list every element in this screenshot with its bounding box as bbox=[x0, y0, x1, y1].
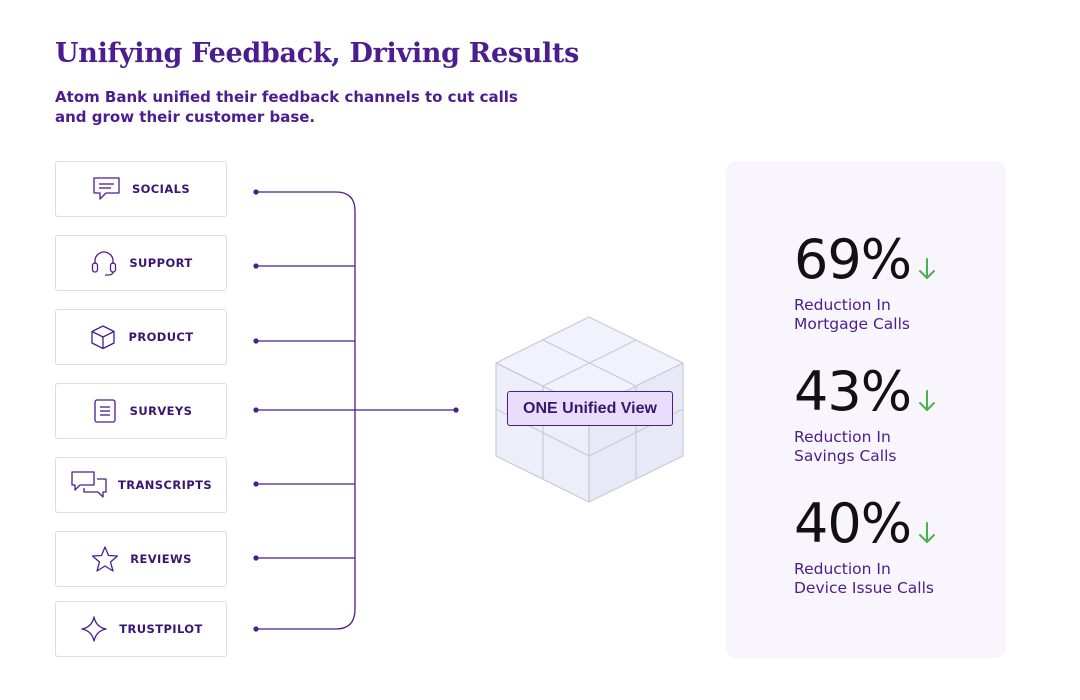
stat-savings: 43% Reduction In Savings Calls bbox=[794, 364, 937, 466]
channel-label: TRANSCRIPTS bbox=[117, 478, 213, 492]
stat-mortgage: 69% Reduction In Mortgage Calls bbox=[794, 232, 937, 334]
channel-transcripts[interactable]: TRANSCRIPTS bbox=[55, 457, 227, 513]
stat-value: 43% bbox=[794, 360, 912, 423]
stat-value: 69% bbox=[794, 228, 912, 291]
down-arrow-icon bbox=[917, 368, 937, 424]
stat-device-issue: 40% Reduction In Device Issue Calls bbox=[794, 496, 937, 598]
channel-label: TRUSTPILOT bbox=[119, 622, 203, 636]
channel-support[interactable]: SUPPORT bbox=[55, 235, 227, 291]
chat-bubble-icon bbox=[92, 174, 122, 204]
page-title: Unifying Feedback, Driving Results bbox=[55, 38, 580, 69]
connector-dots bbox=[253, 189, 459, 632]
stat-desc-line2: Mortgage Calls bbox=[794, 315, 910, 333]
channel-label: PRODUCT bbox=[128, 330, 194, 344]
down-arrow-icon bbox=[917, 236, 937, 292]
channel-label: SUPPORT bbox=[129, 256, 193, 270]
channel-label: SURVEYS bbox=[129, 404, 193, 418]
box-icon bbox=[88, 322, 118, 352]
conversation-icon bbox=[70, 470, 108, 500]
channel-product[interactable]: PRODUCT bbox=[55, 309, 227, 365]
channel-trustpilot[interactable]: TRUSTPILOT bbox=[55, 601, 227, 657]
headset-icon bbox=[89, 248, 119, 278]
channel-reviews[interactable]: REVIEWS bbox=[55, 531, 227, 587]
page-subtitle: Atom Bank unified their feedback channel… bbox=[55, 88, 518, 126]
unified-view-label: ONE Unified View bbox=[507, 391, 673, 426]
down-arrow-icon bbox=[917, 500, 937, 556]
channel-label: SOCIALS bbox=[131, 182, 191, 196]
channel-surveys[interactable]: SURVEYS bbox=[55, 383, 227, 439]
document-icon bbox=[90, 396, 120, 426]
stat-desc-line1: Reduction In bbox=[794, 428, 891, 446]
sparkle-icon bbox=[79, 614, 109, 644]
stat-desc-line1: Reduction In bbox=[794, 296, 891, 314]
channel-label: REVIEWS bbox=[130, 552, 192, 566]
channel-socials[interactable]: SOCIALS bbox=[55, 161, 227, 217]
stat-desc-line1: Reduction In bbox=[794, 560, 891, 578]
stat-desc-line2: Savings Calls bbox=[794, 447, 897, 465]
stat-desc-line2: Device Issue Calls bbox=[794, 579, 934, 597]
stats-card bbox=[726, 161, 1006, 658]
star-icon bbox=[90, 544, 120, 574]
connector-lines bbox=[256, 191, 456, 630]
stat-value: 40% bbox=[794, 492, 912, 555]
